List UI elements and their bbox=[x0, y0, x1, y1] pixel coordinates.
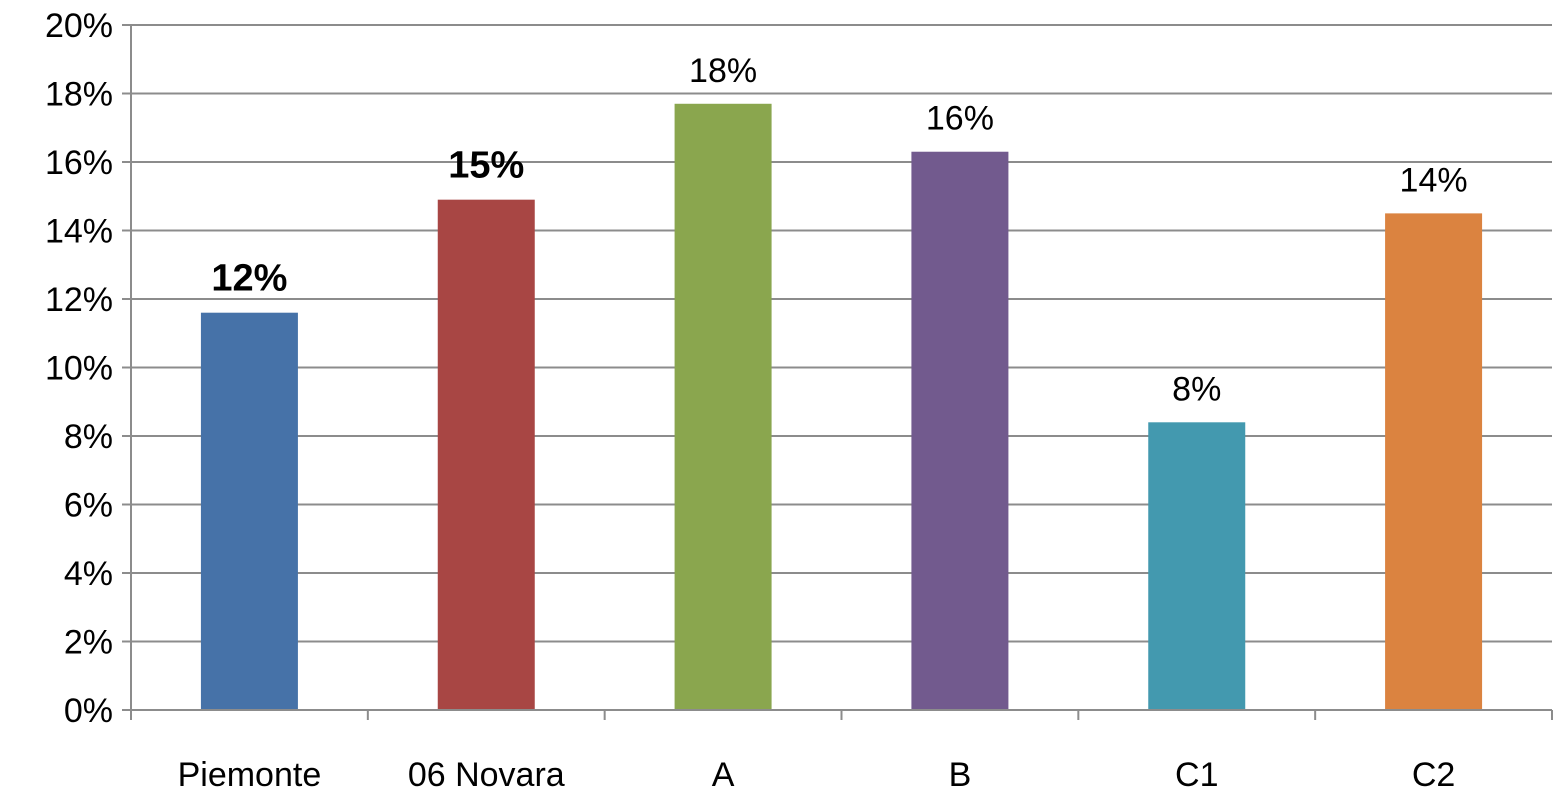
bar-c1 bbox=[1148, 422, 1246, 710]
data-labels: 12% 15% 18% 16% 8% 14% bbox=[211, 52, 1467, 409]
y-tick-label: 12% bbox=[45, 281, 113, 319]
y-tick-label: 20% bbox=[45, 7, 113, 45]
data-label: 15% bbox=[448, 145, 524, 187]
data-label: 8% bbox=[1172, 370, 1221, 408]
y-tick-label: 16% bbox=[45, 144, 113, 182]
x-category-label: C1 bbox=[1175, 756, 1218, 791]
bar-piemonte bbox=[200, 312, 298, 710]
x-category-label: Piemonte bbox=[178, 756, 322, 791]
bar-c2 bbox=[1385, 213, 1483, 710]
x-category-label: C2 bbox=[1412, 756, 1455, 791]
bar-b bbox=[911, 151, 1009, 711]
data-label: 12% bbox=[211, 258, 287, 300]
y-tick-label: 14% bbox=[45, 213, 113, 251]
bar-06-novara bbox=[437, 199, 535, 711]
x-category-label: A bbox=[712, 756, 735, 791]
y-axis-ticks: 0% 2% 4% 6% 8% 10% 12% 14% 16% 18% 20% bbox=[45, 7, 131, 730]
x-category-label: 06 Novara bbox=[408, 756, 565, 791]
data-label: 16% bbox=[926, 100, 994, 138]
axes bbox=[130, 25, 1553, 720]
y-tick-label: 2% bbox=[64, 624, 113, 662]
data-label: 18% bbox=[689, 52, 757, 90]
y-tick-label: 0% bbox=[64, 692, 113, 730]
y-tick-label: 8% bbox=[64, 418, 113, 456]
data-label: 14% bbox=[1400, 161, 1468, 199]
x-category-label: B bbox=[949, 756, 972, 791]
y-tick-label: 4% bbox=[64, 555, 113, 593]
x-axis-categories: Piemonte 06 Novara A B C1 C2 bbox=[178, 756, 1456, 791]
y-tick-label: 6% bbox=[64, 487, 113, 525]
gridlines bbox=[131, 24, 1552, 643]
bars bbox=[200, 103, 1483, 711]
bar-a bbox=[674, 103, 772, 710]
y-tick-label: 10% bbox=[45, 350, 113, 388]
y-tick-label: 18% bbox=[45, 76, 113, 114]
